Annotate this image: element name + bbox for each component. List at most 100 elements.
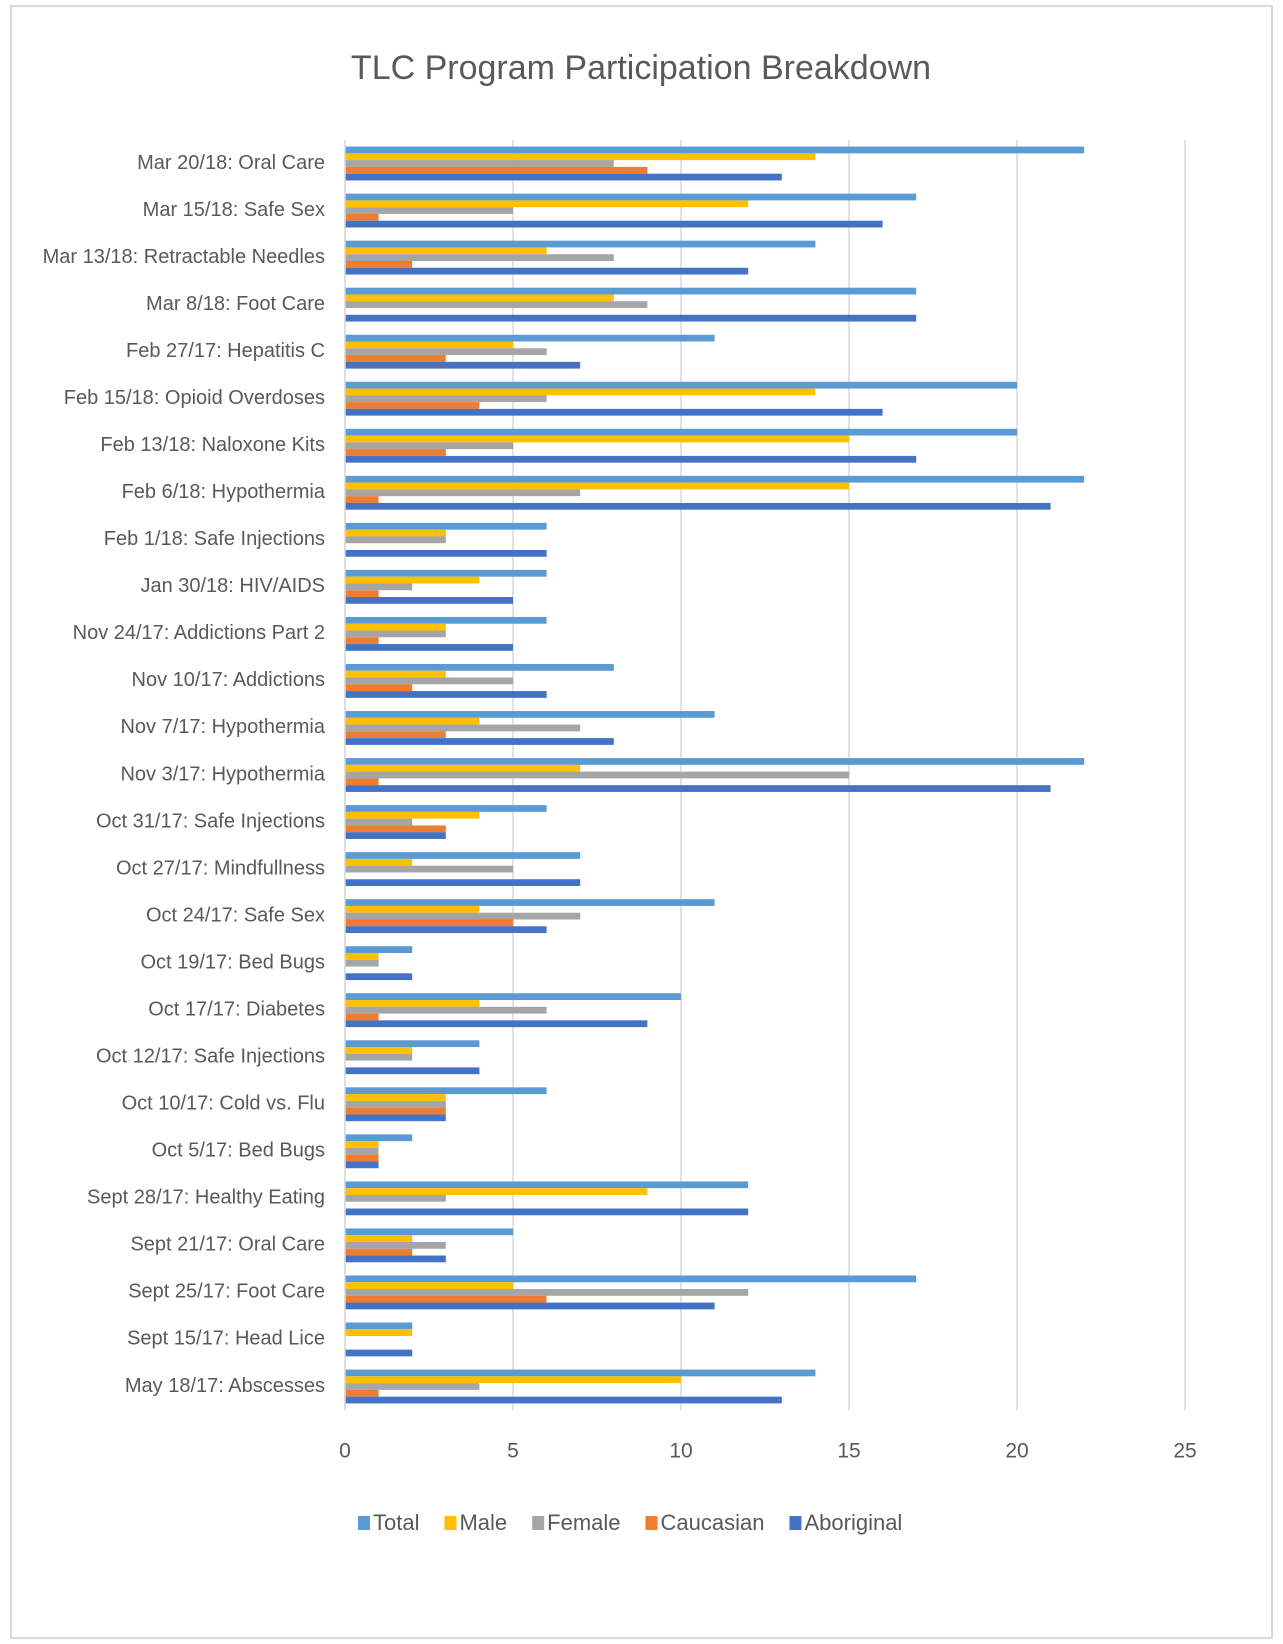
bar xyxy=(345,536,446,544)
x-tick-label: 5 xyxy=(507,1440,519,1463)
bar xyxy=(345,160,614,167)
bar xyxy=(345,1067,480,1075)
bar xyxy=(345,1295,547,1303)
bar xyxy=(345,1302,715,1310)
bar xyxy=(345,771,849,779)
bar xyxy=(345,663,614,671)
bar xyxy=(345,489,581,497)
bar xyxy=(345,677,513,685)
legend-label: Total xyxy=(373,1510,419,1535)
bar xyxy=(345,475,1085,483)
bar xyxy=(345,1094,446,1101)
y-tick-label: Jan 30/18: HIV/AIDS xyxy=(140,575,325,597)
bar xyxy=(345,153,816,161)
chart-frame xyxy=(10,5,1273,1639)
bar xyxy=(345,388,816,396)
bar xyxy=(345,1000,480,1007)
bar xyxy=(345,1161,379,1169)
bar xyxy=(345,482,849,490)
bar xyxy=(345,1282,513,1290)
bar xyxy=(345,1369,816,1377)
bar xyxy=(345,1228,513,1236)
y-tick-label: Sept 28/17: Healthy Eating xyxy=(87,1187,325,1209)
bar xyxy=(345,993,681,1001)
bar xyxy=(345,529,446,537)
bar xyxy=(345,361,581,369)
bar xyxy=(345,1181,749,1189)
bar xyxy=(345,1396,782,1404)
bar xyxy=(345,805,547,812)
bar xyxy=(345,334,715,342)
bar xyxy=(345,1248,413,1256)
legend-swatch xyxy=(358,1516,370,1530)
bar xyxy=(345,549,547,557)
bar xyxy=(345,442,513,450)
y-tick-label: Sept 25/17: Foot Care xyxy=(128,1281,325,1303)
bar xyxy=(345,381,1017,389)
bar xyxy=(345,1241,446,1249)
bar xyxy=(345,435,849,443)
bar xyxy=(345,1141,379,1148)
bar xyxy=(345,952,379,960)
bar xyxy=(345,428,1017,436)
bar xyxy=(345,973,413,981)
bar xyxy=(345,818,413,826)
y-tick-label: Sept 15/17: Head Lice xyxy=(127,1328,325,1350)
bar xyxy=(345,825,446,833)
bar xyxy=(345,670,446,678)
bar xyxy=(345,1255,446,1263)
bar xyxy=(345,395,547,403)
bar xyxy=(345,355,446,362)
legend-swatch xyxy=(444,1516,457,1530)
bar xyxy=(345,1235,413,1242)
y-tick-label: Nov 24/17: Addictions Part 2 xyxy=(73,622,325,644)
bar xyxy=(345,1188,648,1195)
bar xyxy=(345,1383,480,1390)
bar xyxy=(345,240,816,248)
bar xyxy=(345,905,480,913)
bar xyxy=(345,254,614,261)
bar xyxy=(345,717,480,725)
y-tick-label: Feb 15/18: Opioid Overdoses xyxy=(64,387,325,409)
y-tick-label: Mar 13/18: Retractable Needles xyxy=(43,246,325,268)
bar xyxy=(345,1020,648,1028)
y-tick-label: Mar 20/18: Oral Care xyxy=(137,152,325,174)
bar xyxy=(345,1047,413,1054)
bar xyxy=(345,1040,480,1048)
bar xyxy=(345,213,379,221)
bar xyxy=(345,637,379,645)
bar xyxy=(345,496,379,503)
bar xyxy=(345,1194,446,1202)
bar xyxy=(345,1389,379,1397)
bar xyxy=(345,569,547,577)
legend-label: Caucasian xyxy=(661,1510,765,1535)
bar xyxy=(345,899,715,906)
bar xyxy=(345,852,581,859)
bar xyxy=(345,1134,413,1142)
bar xyxy=(345,260,413,268)
y-tick-label: Feb 13/18: Naloxone Kits xyxy=(100,434,325,456)
bar xyxy=(345,522,547,530)
bar xyxy=(345,294,614,302)
y-tick-label: Feb 1/18: Safe Injections xyxy=(104,528,325,550)
bar xyxy=(345,738,614,745)
legend-label: Female xyxy=(547,1510,620,1535)
bar xyxy=(345,207,513,214)
bar xyxy=(345,616,547,624)
bar xyxy=(345,1087,547,1095)
y-tick-label: May 18/17: Abscesses xyxy=(125,1375,325,1397)
bar xyxy=(345,691,547,698)
bar xyxy=(345,832,446,839)
y-tick-label: Oct 27/17: Mindfullness xyxy=(116,857,325,879)
bar xyxy=(345,1275,917,1283)
y-tick-label: Nov 3/17: Hypothermia xyxy=(120,763,325,785)
y-tick-label: Feb 6/18: Hypothermia xyxy=(122,481,326,503)
y-tick-label: Mar 8/18: Foot Care xyxy=(146,293,325,315)
x-tick-label: 15 xyxy=(837,1440,860,1463)
bar xyxy=(345,449,446,456)
y-tick-label: Oct 31/17: Safe Injections xyxy=(96,810,325,832)
bar xyxy=(345,402,480,409)
y-tick-label: Mar 15/18: Safe Sex xyxy=(143,199,325,221)
bar xyxy=(345,590,379,598)
